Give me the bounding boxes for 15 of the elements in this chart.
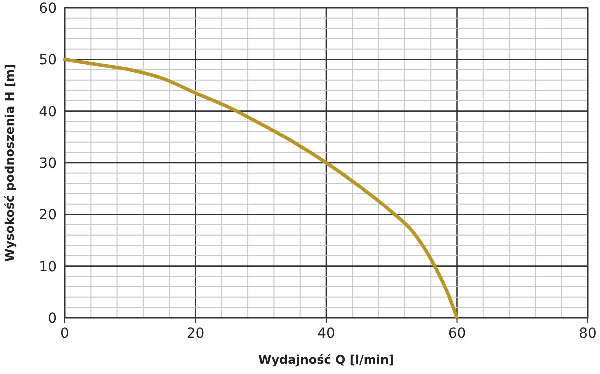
y-tick-label: 60 xyxy=(39,1,57,17)
y-tick-label: 50 xyxy=(39,52,57,69)
x-tick-label: 20 xyxy=(186,326,205,342)
x-tick-label: 0 xyxy=(60,326,70,342)
y-tick-label: 0 xyxy=(48,311,57,327)
x-tick-label: 80 xyxy=(579,326,597,342)
x-tick-label: 60 xyxy=(448,326,466,342)
y-tick-label: 30 xyxy=(39,156,57,172)
y-axis-title: Wysokość podnoszenia H [m] xyxy=(3,64,17,262)
x-axis-title: Wydajność Q [l/min] xyxy=(258,353,395,367)
y-tick-label: 20 xyxy=(39,208,57,224)
y-tick-label: 10 xyxy=(39,259,57,276)
y-tick-label: 40 xyxy=(39,104,57,120)
line-series xyxy=(63,58,459,320)
x-tick-label: 40 xyxy=(318,326,336,342)
